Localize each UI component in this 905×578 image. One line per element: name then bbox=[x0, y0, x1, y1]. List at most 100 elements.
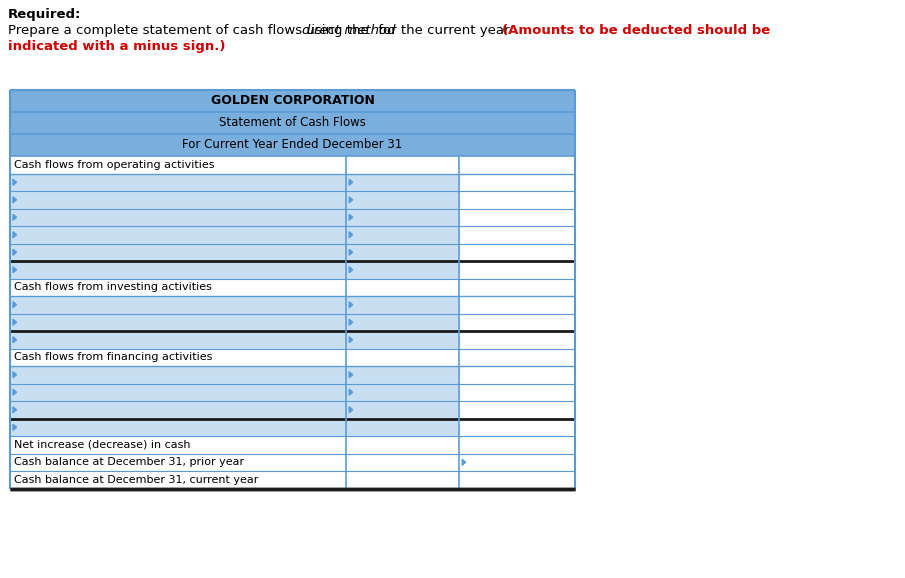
Bar bbox=[10, 156, 347, 173]
Text: Prepare a complete statement of cash flows using the: Prepare a complete statement of cash flo… bbox=[8, 24, 373, 37]
Bar bbox=[10, 261, 347, 279]
Text: Required:: Required: bbox=[8, 8, 81, 21]
Bar bbox=[10, 366, 347, 383]
Bar bbox=[10, 454, 347, 471]
Polygon shape bbox=[349, 197, 353, 203]
Bar bbox=[459, 436, 575, 454]
Polygon shape bbox=[349, 232, 353, 238]
Bar bbox=[10, 191, 347, 209]
Bar bbox=[10, 243, 347, 261]
Bar bbox=[459, 366, 575, 383]
Text: Cash balance at December 31, prior year: Cash balance at December 31, prior year bbox=[14, 457, 244, 467]
Bar bbox=[459, 454, 575, 471]
Polygon shape bbox=[349, 249, 353, 255]
Text: GOLDEN CORPORATION: GOLDEN CORPORATION bbox=[211, 94, 375, 108]
Bar bbox=[347, 296, 459, 313]
Bar bbox=[347, 313, 459, 331]
Bar bbox=[459, 279, 575, 296]
Bar bbox=[347, 454, 459, 471]
Bar bbox=[10, 471, 347, 488]
Bar bbox=[347, 436, 459, 454]
Polygon shape bbox=[13, 372, 16, 378]
Bar bbox=[10, 90, 575, 112]
Text: Statement of Cash Flows: Statement of Cash Flows bbox=[219, 117, 366, 129]
Bar bbox=[10, 401, 347, 418]
Polygon shape bbox=[349, 389, 353, 395]
Text: Cash flows from financing activities: Cash flows from financing activities bbox=[14, 352, 213, 362]
Bar bbox=[347, 349, 459, 366]
Bar bbox=[347, 226, 459, 243]
Bar bbox=[347, 401, 459, 418]
Polygon shape bbox=[349, 267, 353, 273]
Bar bbox=[10, 112, 575, 134]
Text: Cash balance at December 31, current year: Cash balance at December 31, current yea… bbox=[14, 475, 258, 485]
Bar bbox=[347, 331, 459, 349]
Bar bbox=[10, 383, 347, 401]
Bar bbox=[10, 173, 347, 191]
Polygon shape bbox=[349, 302, 353, 307]
Polygon shape bbox=[13, 249, 16, 255]
Polygon shape bbox=[13, 214, 16, 220]
Polygon shape bbox=[13, 337, 16, 343]
Bar bbox=[347, 471, 459, 488]
Text: indicated with a minus sign.): indicated with a minus sign.) bbox=[8, 40, 225, 53]
Bar bbox=[459, 296, 575, 313]
Bar bbox=[10, 209, 347, 226]
Text: direct method: direct method bbox=[302, 24, 395, 37]
Polygon shape bbox=[13, 302, 16, 307]
Bar bbox=[347, 209, 459, 226]
Polygon shape bbox=[13, 319, 16, 325]
Bar bbox=[347, 173, 459, 191]
Bar bbox=[10, 279, 347, 296]
Bar bbox=[347, 366, 459, 383]
Polygon shape bbox=[349, 337, 353, 343]
Bar bbox=[459, 243, 575, 261]
Bar bbox=[347, 243, 459, 261]
Bar bbox=[347, 418, 459, 436]
Bar bbox=[459, 156, 575, 173]
Bar bbox=[459, 331, 575, 349]
Bar bbox=[10, 418, 347, 436]
Bar bbox=[347, 156, 459, 173]
Bar bbox=[459, 401, 575, 418]
Text: Cash flows from investing activities: Cash flows from investing activities bbox=[14, 282, 212, 292]
Polygon shape bbox=[13, 389, 16, 395]
Bar bbox=[459, 349, 575, 366]
Bar bbox=[347, 191, 459, 209]
Text: Net increase (decrease) in cash: Net increase (decrease) in cash bbox=[14, 440, 190, 450]
Bar bbox=[10, 331, 347, 349]
Bar bbox=[459, 209, 575, 226]
Bar bbox=[347, 279, 459, 296]
Polygon shape bbox=[13, 197, 16, 203]
Polygon shape bbox=[13, 232, 16, 238]
Text: Cash flows from operating activities: Cash flows from operating activities bbox=[14, 160, 214, 170]
Polygon shape bbox=[349, 214, 353, 220]
Bar bbox=[459, 418, 575, 436]
Polygon shape bbox=[13, 267, 16, 273]
Polygon shape bbox=[13, 407, 16, 413]
Bar bbox=[10, 134, 575, 156]
Bar bbox=[459, 226, 575, 243]
Bar bbox=[347, 261, 459, 279]
Bar bbox=[347, 383, 459, 401]
Polygon shape bbox=[349, 407, 353, 413]
Polygon shape bbox=[349, 179, 353, 186]
Bar bbox=[10, 436, 347, 454]
Bar bbox=[459, 471, 575, 488]
Bar bbox=[459, 313, 575, 331]
Polygon shape bbox=[349, 372, 353, 378]
Polygon shape bbox=[13, 424, 16, 430]
Bar bbox=[459, 383, 575, 401]
Bar bbox=[10, 296, 347, 313]
Bar bbox=[10, 226, 347, 243]
Polygon shape bbox=[462, 460, 466, 465]
Polygon shape bbox=[13, 179, 16, 186]
Bar bbox=[10, 349, 347, 366]
Bar bbox=[10, 313, 347, 331]
Text: (Amounts to be deducted should be: (Amounts to be deducted should be bbox=[502, 24, 770, 37]
Bar bbox=[459, 261, 575, 279]
Text: For Current Year Ended December 31: For Current Year Ended December 31 bbox=[183, 139, 403, 151]
Polygon shape bbox=[349, 319, 353, 325]
Bar bbox=[459, 191, 575, 209]
Text: for the current year.: for the current year. bbox=[375, 24, 517, 37]
